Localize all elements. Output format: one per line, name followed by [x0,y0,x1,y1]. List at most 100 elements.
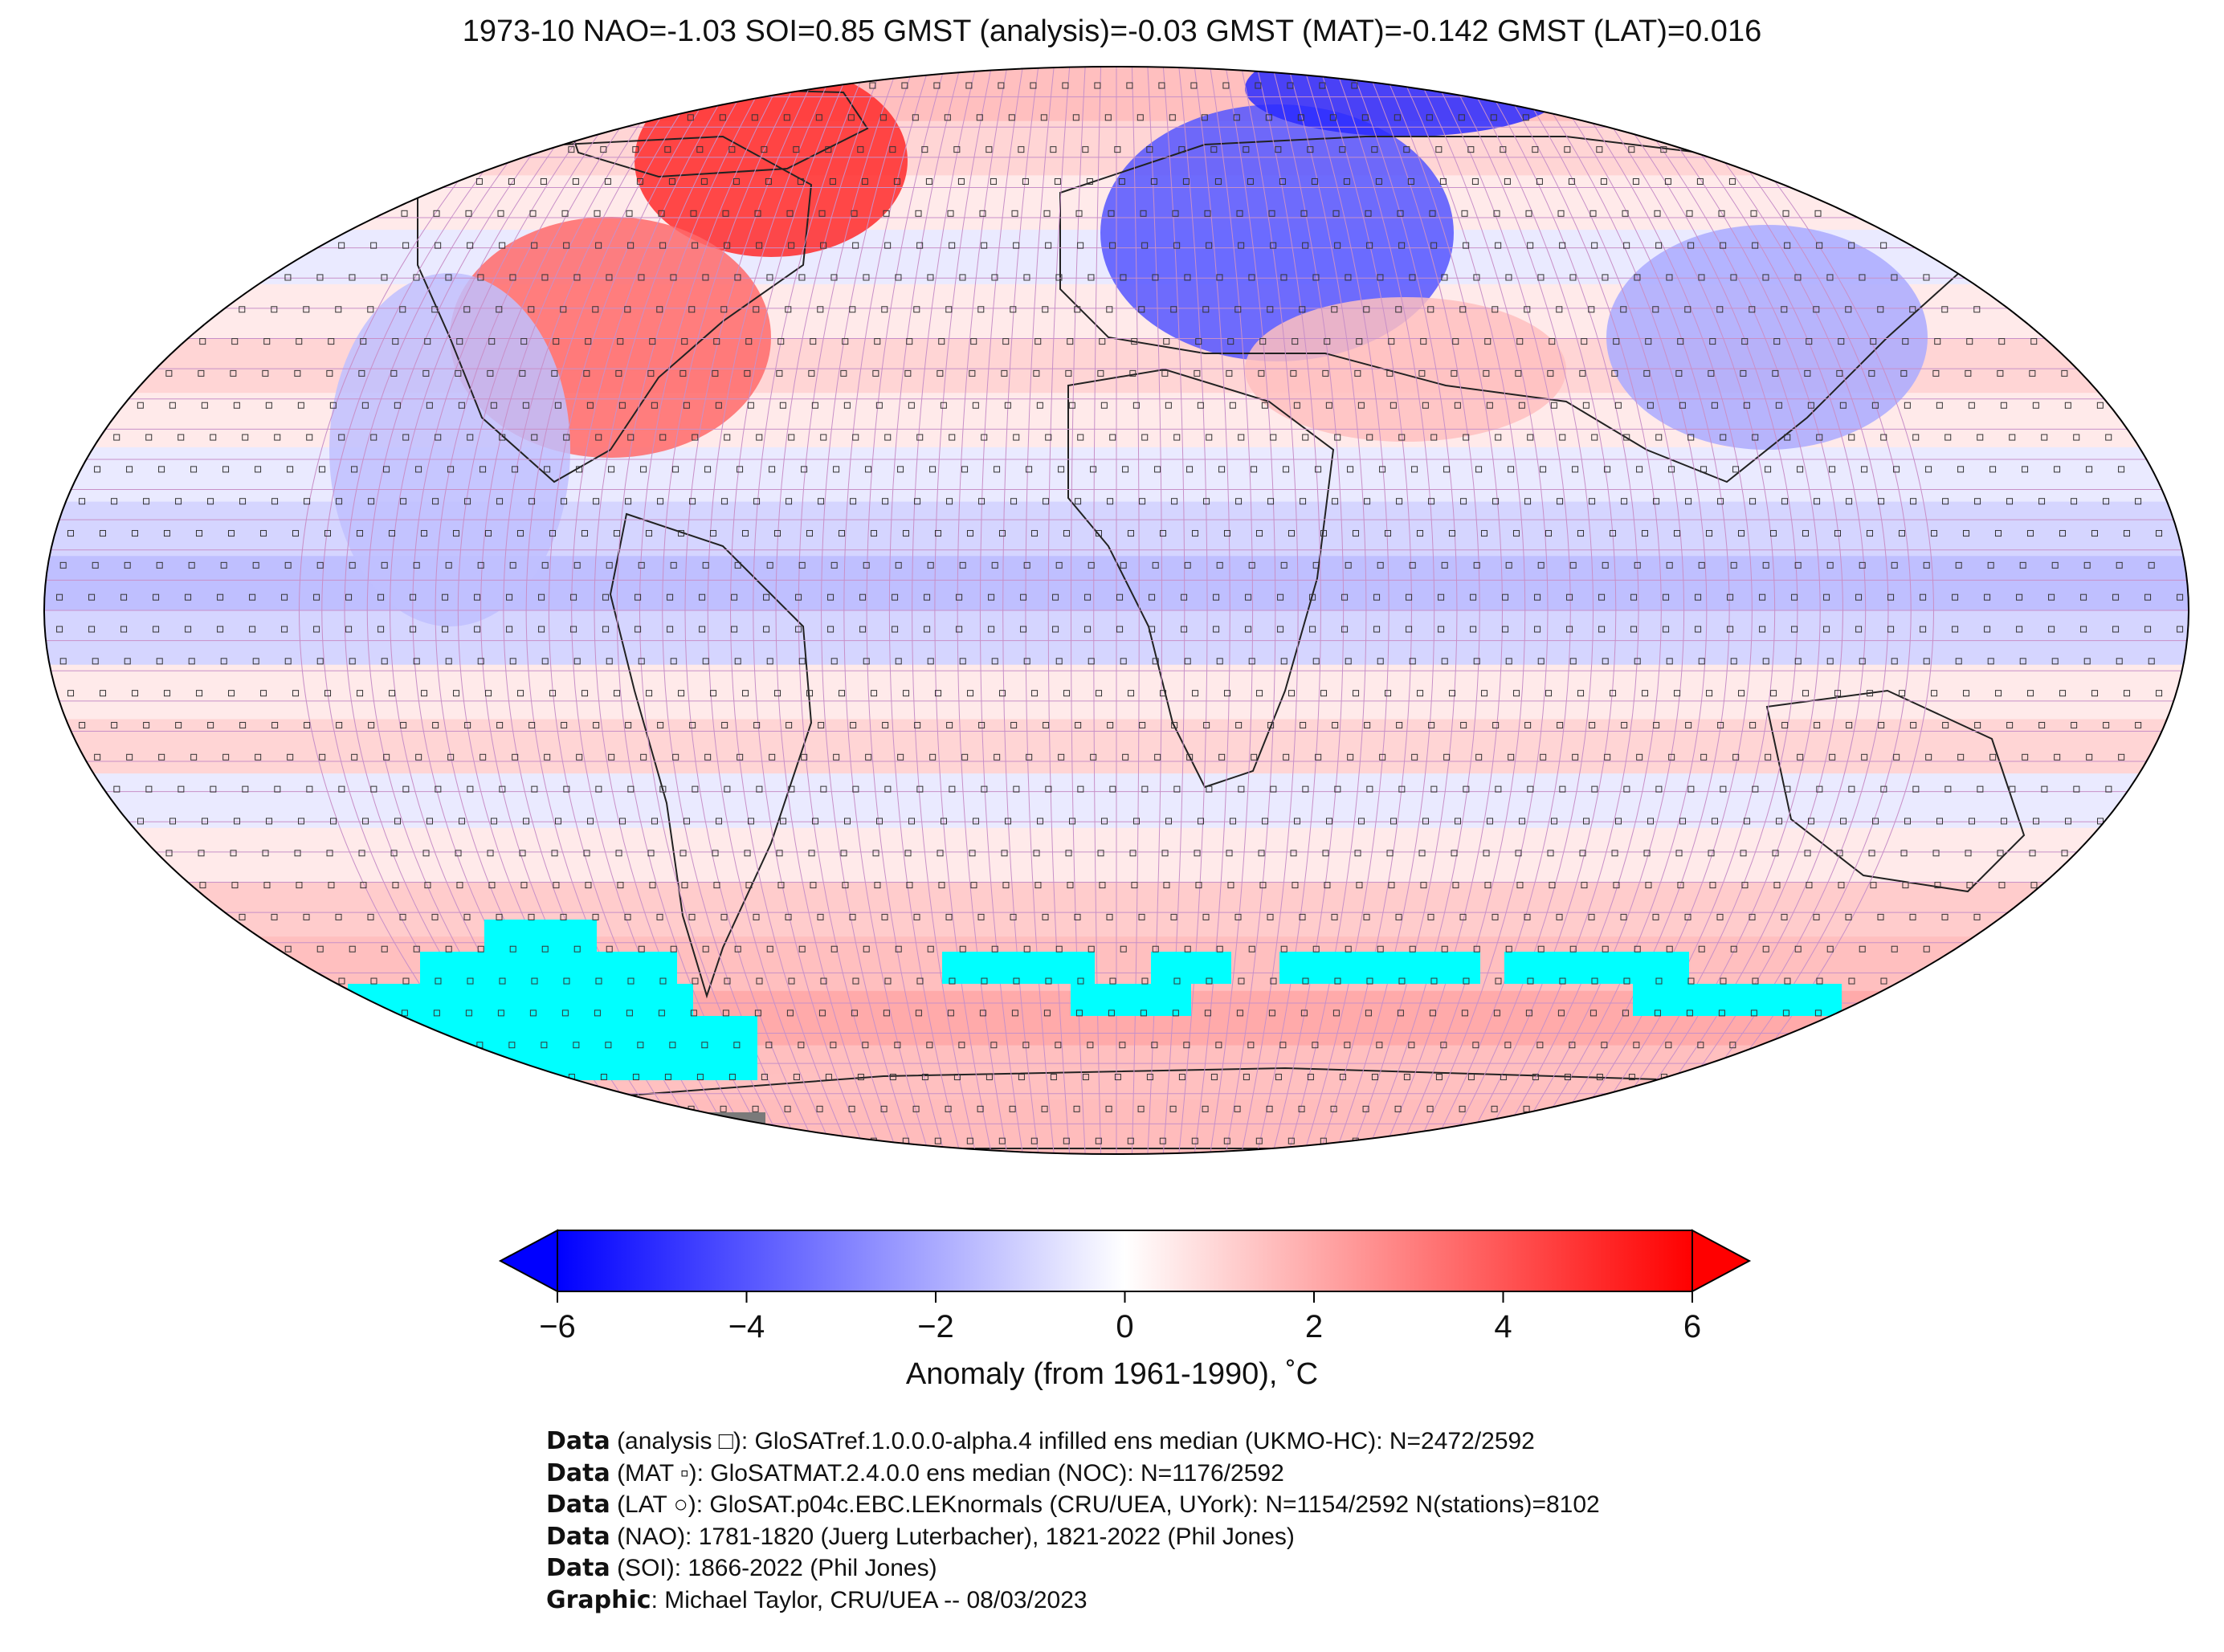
grid-marker [523,818,530,825]
grid-marker [1813,306,1820,313]
grid-marker [872,369,879,377]
grid-marker [175,498,182,505]
grid-marker [1270,434,1277,441]
grid-marker [914,721,921,728]
grid-marker [1487,818,1494,825]
grid-marker [563,242,570,249]
grid-marker [1620,306,1627,313]
grid-marker [1398,785,1406,793]
grid-marker [1923,945,1930,952]
grid-marker [349,561,356,569]
grid-marker [252,561,259,569]
grid-marker [820,977,827,985]
grid-marker [1655,977,1663,985]
grid-marker [227,530,235,537]
grid-marker [1365,210,1372,217]
grid-marker [798,561,806,569]
grid-marker [1267,306,1274,313]
grid-marker [1283,466,1290,473]
grid-marker [553,338,560,345]
grid-marker [946,721,953,728]
grid-marker [560,306,567,313]
grid-marker [2064,402,2071,409]
grid-marker [1020,593,1027,601]
grid-marker [1013,785,1020,793]
grid-marker [1418,369,1426,377]
grid-marker [1280,274,1287,281]
grid-marker [1397,1010,1404,1017]
grid-marker [1086,177,1093,185]
grid-marker [2105,434,2112,441]
grid-marker [669,1042,676,1049]
grid-marker [1259,882,1267,889]
grid-marker [1470,626,1477,633]
grid-marker [829,177,836,185]
grid-marker [1621,498,1628,505]
grid-marker [1495,785,1502,793]
grid-marker [687,114,694,121]
grid-marker [1977,785,1984,793]
grid-marker [761,146,768,153]
grid-marker [1146,1074,1153,1081]
grid-marker [795,593,802,601]
grid-marker [581,530,588,537]
grid-marker [383,753,390,761]
grid-marker [1645,338,1652,345]
grid-marker [1540,466,1547,473]
grid-marker [1300,498,1307,505]
grid-marker [1204,1010,1211,1017]
grid-marker [1181,593,1188,601]
grid-marker [1236,210,1243,217]
grid-marker [126,466,133,473]
grid-marker [1802,690,1810,697]
grid-marker [1406,593,1413,601]
grid-marker [316,561,324,569]
grid-marker [766,945,773,952]
grid-marker [1679,818,1687,825]
grid-marker [1055,1042,1062,1049]
grid-marker [479,466,487,473]
grid-marker [487,369,494,377]
grid-marker [990,177,997,185]
grid-marker [1642,690,1649,697]
grid-marker [1677,882,1684,889]
grid-marker [1834,530,1841,537]
grid-marker [1243,146,1250,153]
grid-marker [1045,977,1052,985]
grid-marker [753,306,760,313]
grid-marker [1034,338,1042,345]
grid-marker [840,850,847,857]
grid-marker [1435,146,1443,153]
grid-marker [1042,913,1049,920]
grid-marker [833,753,840,761]
grid-marker [435,785,442,793]
grid-marker [1347,753,1354,761]
grid-marker [1900,850,1908,857]
grid-marker [838,530,845,537]
grid-marker [978,498,985,505]
grid-marker [271,913,278,920]
grid-marker [810,882,817,889]
region-6 [329,273,570,626]
grid-marker [1965,369,1972,377]
grid-marker [1139,498,1146,505]
grid-marker [1170,306,1177,313]
grid-marker [1429,210,1436,217]
grid-marker [360,882,367,889]
grid-marker [788,242,795,249]
grid-marker [541,658,549,665]
grid-marker [583,369,590,377]
grid-marker [520,882,528,889]
grid-marker [239,498,247,505]
grid-marker [1041,1105,1048,1112]
grid-marker [1258,850,1265,857]
grid-marker [1700,466,1708,473]
grid-marker [1072,114,1079,121]
grid-marker [959,658,966,665]
grid-marker [1878,498,1885,505]
grid-marker [608,753,615,761]
grid-marker [463,913,471,920]
grid-marker [1152,274,1159,281]
grid-marker [255,753,262,761]
grid-marker [1334,434,1341,441]
